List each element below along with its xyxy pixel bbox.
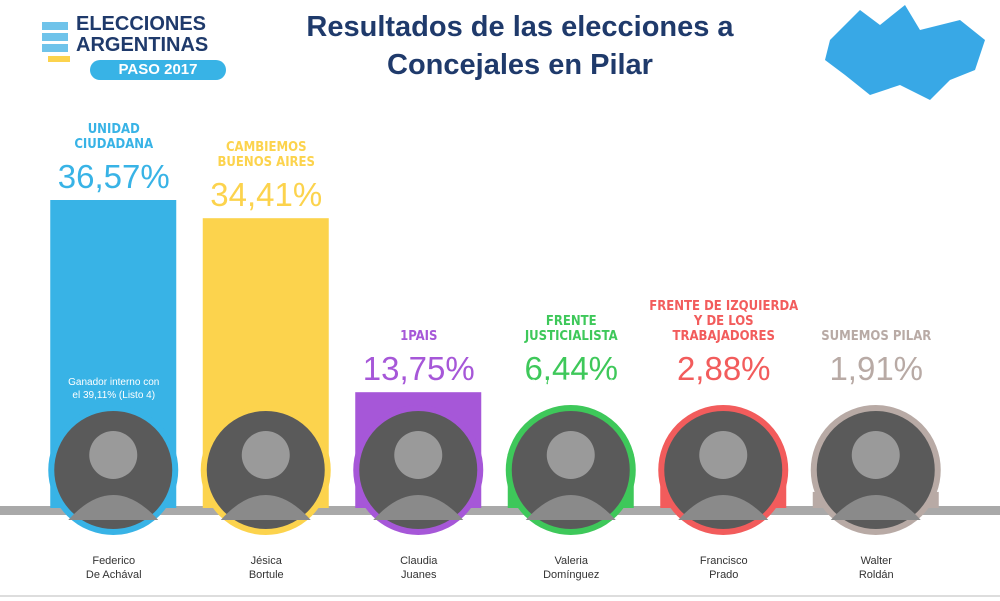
photos [48,405,941,535]
logo-badge [90,60,226,80]
photo-body [68,495,159,520]
party-label: CAMBIEMOS BUENOS AIRES [217,140,315,171]
annotation: Ganadora interna con el 38,04% (Lista 2) [522,377,620,401]
value-label: 13,75% [362,350,475,387]
value-label: 6,44% [524,350,619,387]
party-label: UNIDAD CIUDADANA [74,122,154,152]
annotation: Ganador interno con el 39,11% (Listo 4) [68,377,160,401]
photo-head [699,431,748,479]
candidate-name: Jésica Bortule [248,555,284,581]
value-label: 1,91% [829,350,924,387]
map-shape [825,5,985,100]
candidate-name: Valeria Domínguez [543,555,600,581]
photo-head [546,431,595,479]
party-label: FRENTE DE IZQUIERDA Y DE LOS TRABAJADORE… [649,299,799,344]
logo-text: ARGENTINAS [76,34,209,56]
photo-body [678,495,769,520]
photo-body [830,495,921,520]
logo-text: ELECCIONES [76,13,207,35]
party-label: FRENTE JUSTICIALISTA [524,314,618,344]
value-label: 34,41% [210,176,323,214]
party-label: SUMEMOS PILAR [821,329,932,344]
logo-badge-text: PASO 2017 [118,61,198,78]
photo-body [373,495,464,520]
photo-head [89,431,138,479]
logo-flag [42,22,70,62]
candidate-name: Francisco Prado [699,555,748,581]
candidate-name: Walter Roldán [858,555,894,581]
value-label: 36,57% [57,158,170,195]
candidate-name: Claudia Juanes [400,555,438,581]
photo-head [241,431,290,479]
baseline [0,506,1000,515]
photo-body [525,495,616,520]
chart-title: Resultados de las elecciones a Concejale… [306,11,734,81]
photo-head [394,431,443,479]
photo-head [851,431,900,479]
party-label: 1PAIS [400,329,438,344]
photo-body [220,495,311,520]
candidate-name: Federico De Achával [85,555,142,581]
value-label: 2,88% [676,350,771,387]
